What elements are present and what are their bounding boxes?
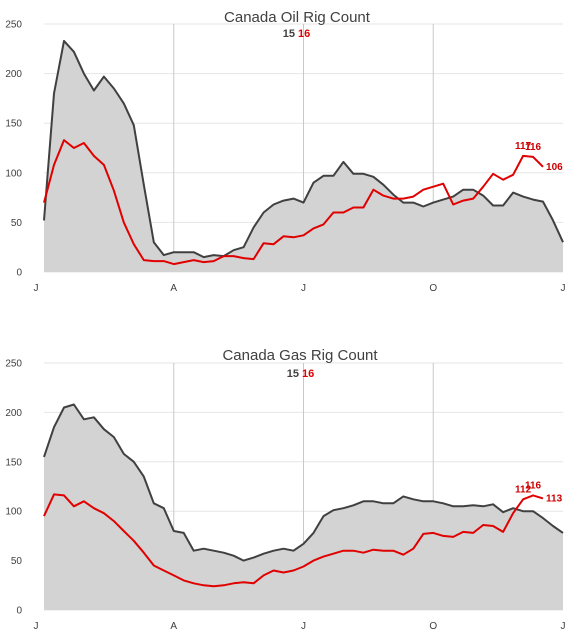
series-15-line xyxy=(43,39,564,259)
y-tick-label: 150 xyxy=(5,457,22,468)
y-tick-label: 200 xyxy=(5,69,22,80)
x-tick-label: J xyxy=(34,283,39,294)
y-tick-label: 50 xyxy=(11,218,23,229)
legend-entry-16: 16 xyxy=(298,28,310,40)
series-15-line xyxy=(43,403,564,562)
series-16-line xyxy=(43,493,544,588)
x-tick-label: J xyxy=(561,283,566,294)
y-tick-label: 0 xyxy=(16,606,22,617)
x-tick-label: A xyxy=(170,283,177,294)
y-tick-label: 250 xyxy=(5,20,22,31)
y-tick-label: 100 xyxy=(5,168,22,179)
data-label: 116 xyxy=(525,142,542,153)
gas-rig-chart: Canada Gas Rig Count 15 16 0 50 100 150 200 2… xyxy=(5,347,565,632)
series-15-area xyxy=(44,40,563,273)
data-label: 112 xyxy=(515,484,532,495)
x-tick-label: A xyxy=(170,621,177,632)
chart-title: Canada Gas Rig Count xyxy=(222,347,378,364)
y-tick-label: 100 xyxy=(5,507,22,518)
y-tick-label: 0 xyxy=(16,268,22,279)
x-tick-label: J xyxy=(301,283,306,294)
data-label: 116 xyxy=(525,480,542,491)
x-tick-label: J xyxy=(34,621,39,632)
chart-title: Canada Oil Rig Count xyxy=(224,9,371,26)
y-tick-label: 200 xyxy=(5,408,22,419)
x-tick-label: O xyxy=(429,283,437,294)
x-tick-label: J xyxy=(561,621,566,632)
data-label: 106 xyxy=(546,162,563,173)
data-label: 113 xyxy=(546,493,563,504)
x-tick-label: J xyxy=(301,621,306,632)
y-tick-label: 150 xyxy=(5,119,22,130)
y-tick-label: 250 xyxy=(5,359,22,370)
oil-rig-chart: Canada Oil Rig Count 15 16 0 50 100 150 200 2… xyxy=(5,9,565,294)
y-tick-label: 50 xyxy=(11,556,23,567)
x-tick-label: O xyxy=(429,621,437,632)
legend-entry-15: 15 xyxy=(287,368,299,380)
series-15-area xyxy=(44,404,563,610)
series-16-line xyxy=(43,139,544,266)
legend-entry-15: 15 xyxy=(283,28,295,40)
legend-entry-16: 16 xyxy=(302,368,314,380)
data-label: 117 xyxy=(515,141,532,152)
